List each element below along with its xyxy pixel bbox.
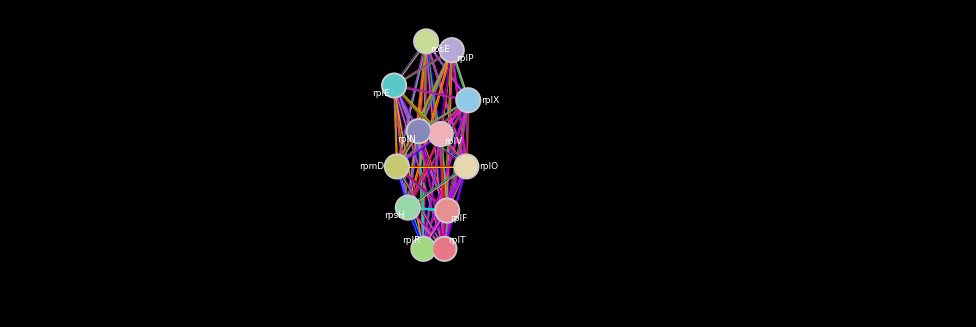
- Circle shape: [382, 73, 406, 98]
- Circle shape: [432, 236, 457, 261]
- Text: rplT: rplT: [448, 236, 466, 246]
- Text: rpmD: rpmD: [358, 162, 384, 171]
- Text: rplX: rplX: [481, 96, 500, 105]
- Text: rplR: rplR: [402, 236, 420, 246]
- Circle shape: [384, 75, 404, 96]
- Circle shape: [428, 122, 453, 146]
- Text: rpsH: rpsH: [384, 211, 404, 220]
- Circle shape: [454, 154, 479, 179]
- Circle shape: [406, 119, 431, 144]
- Circle shape: [386, 156, 407, 177]
- Text: rplN: rplN: [396, 134, 416, 144]
- Circle shape: [411, 236, 435, 261]
- Circle shape: [414, 29, 438, 54]
- Circle shape: [408, 121, 429, 142]
- Text: rpsE: rpsE: [430, 45, 450, 54]
- Text: rplO: rplO: [479, 162, 499, 171]
- Circle shape: [385, 154, 409, 179]
- Circle shape: [395, 195, 420, 220]
- Text: rplP: rplP: [456, 54, 473, 63]
- Circle shape: [441, 40, 463, 61]
- Circle shape: [456, 88, 480, 112]
- Circle shape: [435, 198, 460, 223]
- Text: rplE: rplE: [373, 89, 390, 98]
- Circle shape: [430, 124, 451, 145]
- Circle shape: [397, 197, 419, 218]
- Circle shape: [458, 90, 478, 111]
- Circle shape: [436, 200, 458, 221]
- Text: rplV: rplV: [444, 137, 463, 146]
- Circle shape: [439, 38, 465, 62]
- Circle shape: [456, 156, 477, 177]
- Circle shape: [434, 238, 455, 259]
- Circle shape: [413, 238, 434, 259]
- Text: rplF: rplF: [451, 214, 468, 223]
- Circle shape: [416, 31, 436, 52]
